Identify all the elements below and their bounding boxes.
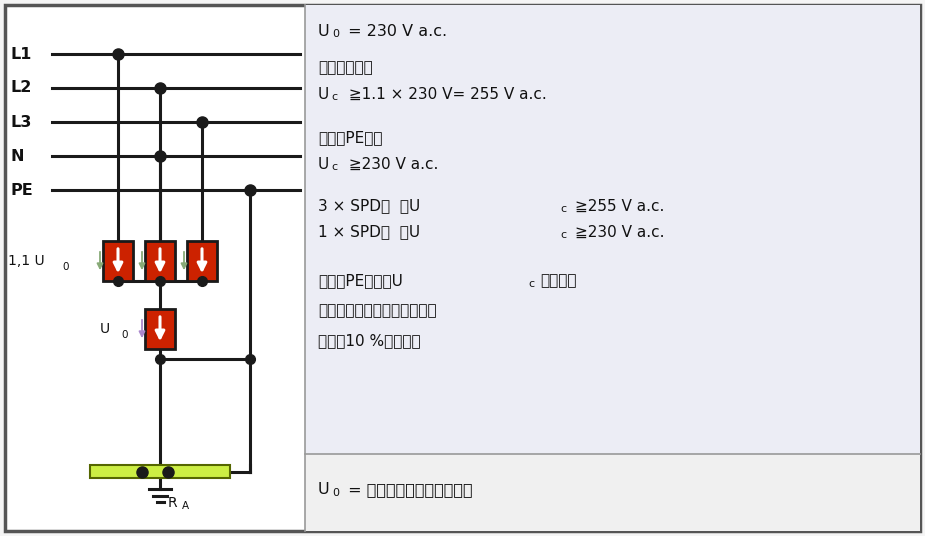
Text: N: N	[10, 148, 23, 163]
Text: ≧230 V a.c.: ≧230 V a.c.	[575, 225, 664, 240]
Text: 1,1 U: 1,1 U	[8, 254, 44, 268]
Text: U: U	[100, 322, 110, 336]
Text: U: U	[318, 24, 329, 39]
Text: 0: 0	[332, 488, 339, 498]
Bar	[103, 241, 133, 281]
Text: 1 × SPD，  其U: 1 × SPD， 其U	[318, 225, 420, 240]
Text: = 相线对地的交流标称电压: = 相线对地的交流标称电压	[343, 482, 473, 497]
Bar	[305, 5, 920, 454]
Text: A: A	[182, 501, 189, 511]
Text: ≧255 V a.c.: ≧255 V a.c.	[575, 198, 664, 213]
Text: c: c	[331, 162, 337, 172]
Text: 中线对PE线：: 中线对PE线：	[318, 130, 383, 145]
Text: L2: L2	[10, 80, 31, 95]
Text: 0: 0	[121, 330, 128, 340]
Text: = 230 V a.c.: = 230 V a.c.	[343, 24, 447, 39]
Bar	[145, 309, 175, 349]
Text: 0: 0	[332, 29, 339, 39]
Text: c: c	[528, 279, 534, 289]
Text: 值已经反: 值已经反	[540, 273, 576, 288]
Text: 再考虑10 %的偏差。: 再考虑10 %的偏差。	[318, 333, 421, 348]
Text: c: c	[560, 230, 566, 240]
Text: L3: L3	[10, 115, 31, 130]
Text: 中线和PE之间的U: 中线和PE之间的U	[318, 273, 403, 288]
Text: PE: PE	[10, 182, 32, 197]
Text: U: U	[318, 86, 329, 101]
Bar	[90, 465, 230, 478]
Text: 映最不利的工作条件。因此不: 映最不利的工作条件。因此不	[318, 303, 437, 318]
Text: ≧1.1 × 230 V= 255 V a.c.: ≧1.1 × 230 V= 255 V a.c.	[344, 86, 547, 101]
Text: 3 × SPD，  其U: 3 × SPD， 其U	[318, 198, 420, 213]
Text: L1: L1	[10, 47, 31, 62]
Text: U: U	[318, 157, 329, 172]
Text: c: c	[560, 204, 566, 214]
Bar	[145, 241, 175, 281]
Text: 相线对中线：: 相线对中线：	[318, 61, 373, 76]
Text: 0: 0	[62, 262, 68, 272]
Text: U: U	[318, 482, 329, 497]
Text: R: R	[168, 496, 178, 510]
Text: ≧230 V a.c.: ≧230 V a.c.	[344, 157, 438, 172]
Bar	[187, 241, 217, 281]
Text: c: c	[331, 92, 337, 102]
Bar	[305, 454, 920, 531]
